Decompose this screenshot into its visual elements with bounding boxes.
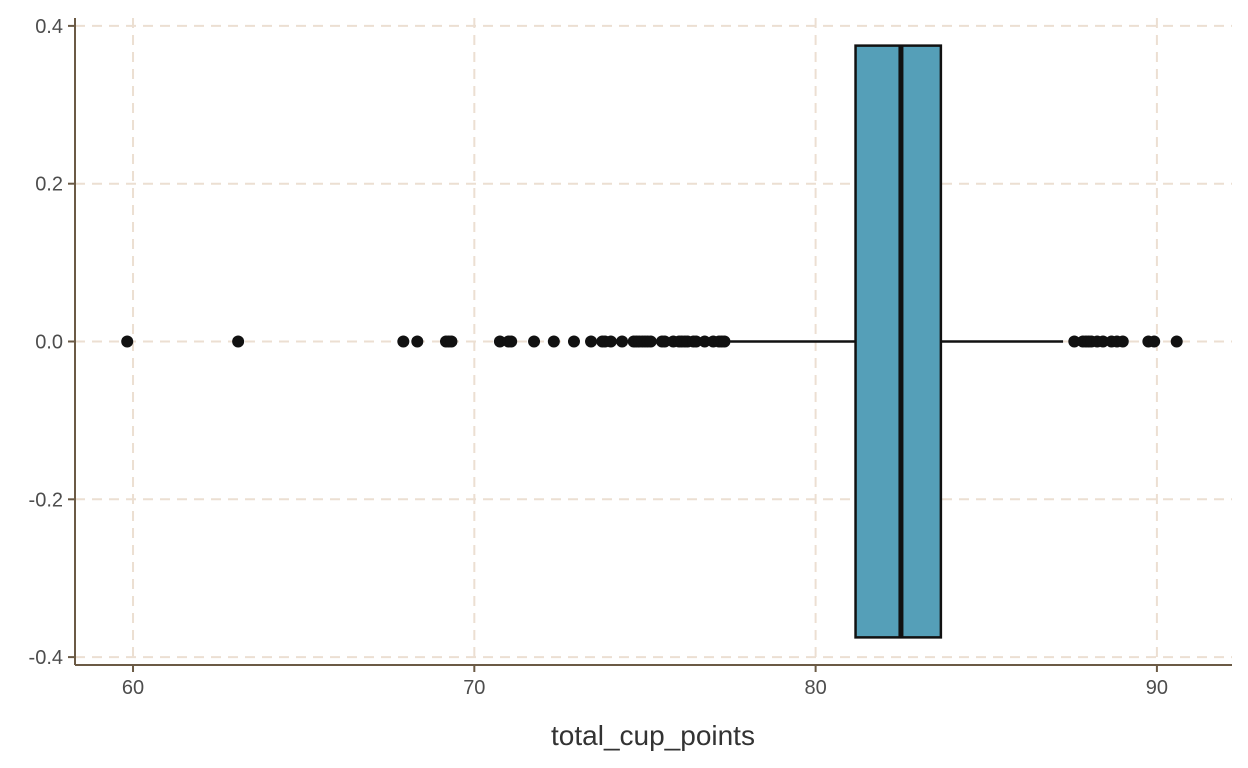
outlier-point [1068, 335, 1081, 348]
outlier-point [493, 335, 506, 348]
outlier-point [718, 335, 731, 348]
outlier-point [585, 335, 598, 348]
outlier-point [505, 335, 518, 348]
outlier-point [644, 335, 657, 348]
outlier-point [411, 335, 424, 348]
outlier-point [698, 335, 711, 348]
outlier-point [616, 335, 629, 348]
y-tick-label: 0.2 [35, 174, 63, 196]
x-tick-label: 80 [804, 677, 826, 699]
outlier-point [567, 335, 580, 348]
outlier-point [397, 335, 410, 348]
x-tick-label: 90 [1146, 677, 1168, 699]
y-tick-label: 0.0 [35, 332, 63, 354]
x-tick-label: 70 [463, 677, 485, 699]
outlier-point [121, 335, 134, 348]
outlier-point [445, 335, 458, 348]
outlier-point [1148, 335, 1161, 348]
outlier-point [547, 335, 560, 348]
iqr-box [854, 44, 943, 639]
outlier-point [690, 335, 703, 348]
boxplot [730, 44, 1064, 639]
x-axis-title: total_cup_points [551, 720, 755, 751]
outlier-point [528, 335, 541, 348]
x-tick-label: 60 [122, 677, 144, 699]
outlier-points [121, 335, 1183, 348]
axes: 60 70 80 90 0.4 0.2 0.0 -0.2 -0.4 [29, 16, 1232, 699]
outlier-point [232, 335, 245, 348]
y-tick-label: -0.4 [29, 647, 63, 669]
outlier-point [1170, 335, 1183, 348]
outlier-point [1096, 335, 1109, 348]
y-tick-label: 0.4 [35, 16, 63, 38]
outlier-point [1116, 335, 1129, 348]
outlier-point [604, 335, 617, 348]
outlier-point [658, 335, 671, 348]
y-tick-label: -0.2 [29, 489, 63, 511]
